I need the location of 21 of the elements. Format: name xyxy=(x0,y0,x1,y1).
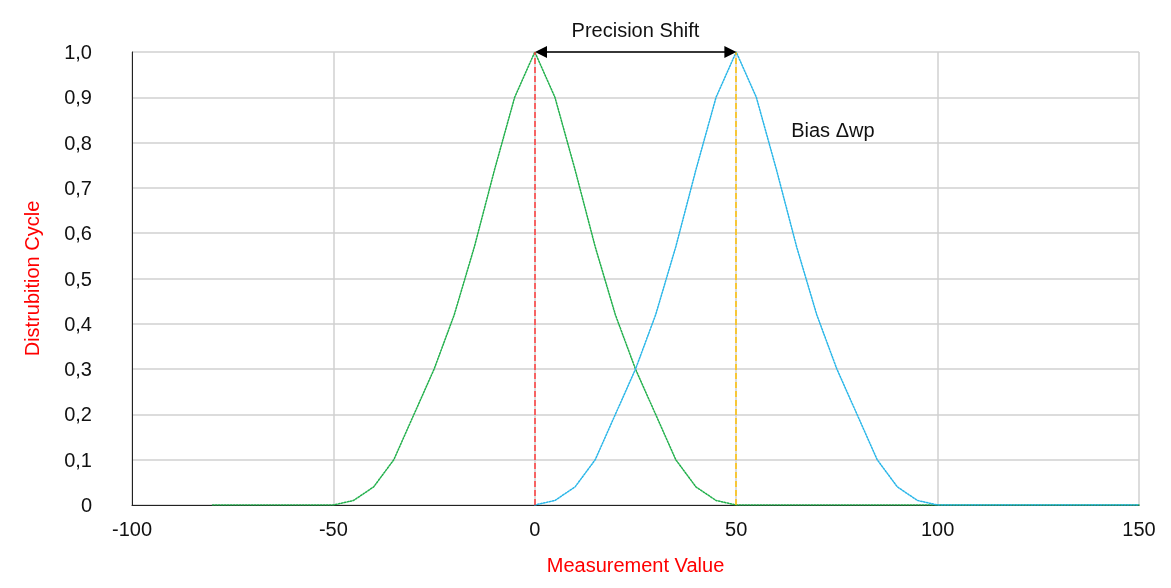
y-tick-label: 0,3 xyxy=(64,358,92,381)
y-tick-label: 0,2 xyxy=(64,403,92,426)
x-tick-label: 0 xyxy=(529,518,541,540)
text: Precision Shift xyxy=(571,19,700,41)
x-tick-label: 50 xyxy=(725,518,748,540)
x-tick-label: -50 xyxy=(318,518,348,540)
y-tick-label: 1,0 xyxy=(64,41,92,63)
x-tick-label: -100 xyxy=(111,518,153,540)
y-tick-label: 0,8 xyxy=(64,131,92,154)
y-tick-label: 0,5 xyxy=(64,267,92,290)
x-tick-label: 100 xyxy=(920,518,955,540)
y-tick-label: 0,7 xyxy=(64,176,92,199)
x-axis-title: Measurement Value xyxy=(546,554,725,576)
y-tick-label: 0,6 xyxy=(64,222,92,245)
y-tick-label: 0,9 xyxy=(64,86,92,109)
x-tick-label: 150 xyxy=(1122,518,1156,540)
y-tick-label: 0 xyxy=(80,494,92,516)
y-tick-label: 0,1 xyxy=(64,448,92,471)
annotation: Bias Δwp xyxy=(791,119,875,141)
y-axis-title: Distrubition Cycle xyxy=(21,200,43,357)
y-tick-label: 0,4 xyxy=(64,312,92,335)
